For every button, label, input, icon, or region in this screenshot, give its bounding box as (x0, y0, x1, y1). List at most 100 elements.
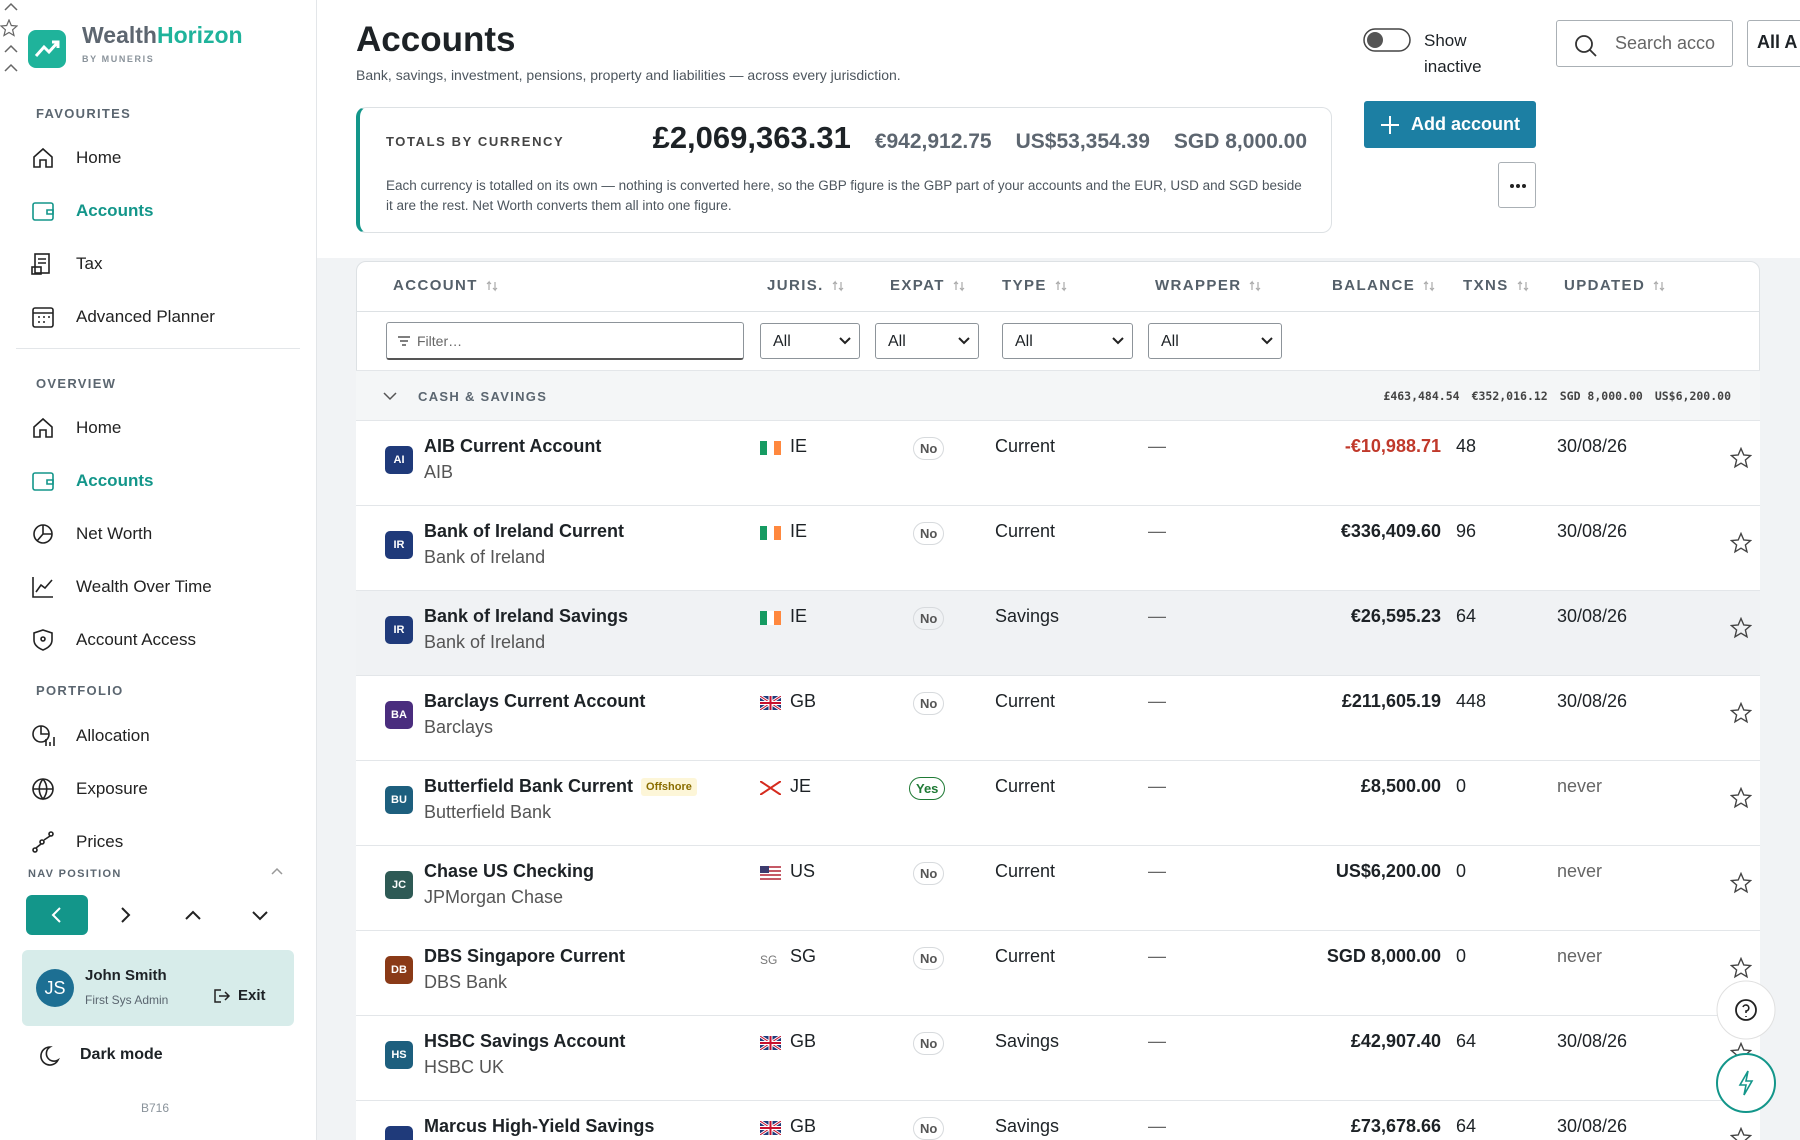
account-row[interactable]: AI AIB Current Account AIB IE No Current — -€10… (356, 420, 1760, 505)
account-row[interactable]: Marcus High-Yield Savings GB No Savings — £73… (356, 1100, 1760, 1140)
collapse[interactable] (270, 866, 284, 876)
column-header[interactable]: WRAPPER (1155, 277, 1262, 294)
toggle[interactable] (1363, 28, 1413, 54)
exit[interactable]: Exit (238, 987, 266, 1004)
txns: 48 (1456, 436, 1477, 456)
icon-part (383, 392, 397, 401)
institution: DBS Bank (424, 972, 508, 992)
nav-item[interactable]: Allocation (30, 714, 290, 758)
nav-item[interactable]: Account Access (30, 618, 290, 662)
star-toggle[interactable] (1729, 446, 1753, 474)
balance: -€10,988.71 (1344, 436, 1441, 456)
filter-select[interactable]: All (875, 323, 979, 359)
icon-part (4, 2, 18, 11)
nav-arrows[interactable] (110, 895, 350, 935)
icon-part (4, 63, 18, 72)
account-row[interactable]: IR Bank of Ireland Current Bank of Ireland… (356, 505, 1760, 590)
filter-select[interactable]: All (1002, 323, 1133, 359)
nav-item[interactable]: Net Worth (30, 512, 290, 556)
jurisdiction: GB (790, 1116, 817, 1136)
icon (32, 472, 54, 491)
icon-part (759, 780, 782, 796)
nav-item[interactable]: Accounts (30, 459, 290, 503)
column-header[interactable]: UPDATED (1564, 277, 1666, 294)
build: B716 (141, 1101, 170, 1115)
filter-select[interactable]: All (760, 323, 860, 359)
column-header[interactable]: TXNS (1463, 277, 1530, 294)
column-header[interactable]: TYPE (1002, 277, 1068, 294)
account-type: Current (995, 521, 1056, 541)
account-name-wrap: Bank of Ireland Savings (424, 606, 628, 627)
filter-value: All (1161, 333, 1179, 350)
filter-input[interactable]: Filter… (386, 322, 744, 360)
star-toggle[interactable] (1729, 786, 1753, 814)
wrapper: — (1148, 1031, 1166, 1051)
filter-value: All (773, 333, 791, 350)
account-name-wrap: Bank of Ireland Current (424, 521, 624, 542)
icon-part (1729, 531, 1753, 554)
star-toggle[interactable] (1729, 701, 1753, 729)
search[interactable]: Search acco (1556, 20, 1733, 67)
account-row[interactable]: DB DBS Singapore Current DBS Bank SG SG No Cur… (356, 930, 1760, 1015)
group-chevron[interactable] (382, 390, 398, 402)
nav-item[interactable]: Accounts (30, 189, 290, 233)
filter-placeholder: Filter… (417, 333, 463, 349)
account-name: AIB Current Account (424, 436, 602, 456)
nav-back[interactable] (26, 895, 88, 935)
all-button[interactable]: All A (1747, 20, 1800, 67)
icon-part (40, 636, 46, 642)
star-toggle[interactable] (1729, 956, 1753, 984)
nav-label: Wealth Over Time (76, 577, 212, 596)
column-header[interactable]: BALANCE (1332, 277, 1436, 294)
icon (760, 526, 781, 540)
nav-label: Advanced Planner (76, 307, 215, 326)
nav-item[interactable]: Exposure (30, 767, 290, 811)
star-toggle[interactable] (1729, 616, 1753, 644)
nav-item[interactable]: Tax (30, 242, 290, 286)
show-inactive[interactable]: Show inactive (1424, 31, 1482, 76)
column-header[interactable]: ACCOUNT (393, 277, 499, 294)
nav-item[interactable]: Prices (30, 820, 290, 864)
account-type: Current (995, 691, 1056, 711)
section-title: PORTFOLIO (36, 683, 124, 698)
icon-part (1589, 49, 1597, 57)
nav-item[interactable]: Home (30, 406, 290, 450)
txns: 96 (1456, 521, 1477, 541)
add-account[interactable]: Add account (1364, 101, 1536, 148)
flag (759, 694, 782, 715)
account-row[interactable]: BU Butterfield Bank Current Offshore Butter… (356, 760, 1760, 845)
nav-item[interactable]: Home (30, 136, 290, 180)
icon (1250, 280, 1261, 291)
account-row[interactable]: BA Barclays Current Account Barclays GB No Cu… (356, 675, 1760, 760)
account-type: Current (995, 776, 1056, 796)
nav-item[interactable]: Wealth Over Time (30, 565, 290, 609)
more[interactable] (1498, 162, 1536, 208)
column-header[interactable]: JURIS. (767, 277, 845, 294)
icon-part (34, 253, 50, 274)
icon-part (760, 866, 781, 880)
icon-part (760, 1121, 781, 1135)
icon-part (774, 441, 781, 455)
account-row[interactable]: IR Bank of Ireland Savings Bank of Ireland… (356, 590, 1760, 675)
account-row[interactable]: HS HSBC Savings Account HSBC UK GB No Savings… (356, 1015, 1760, 1100)
star-toggle[interactable] (1729, 871, 1753, 899)
user-role: First Sys Admin (85, 993, 169, 1007)
totals-note: Each currency is totalled on its own — n… (386, 178, 1302, 213)
filter-select[interactable]: All (1148, 323, 1282, 359)
icon-part (1735, 999, 1757, 1021)
account-row[interactable]: JC Chase US Checking JPMorgan Chase US No Cur… (356, 845, 1760, 930)
wrapper: — (1148, 946, 1166, 966)
help-button[interactable] (1715, 979, 1777, 1041)
dark-mode[interactable]: Dark mode (80, 1046, 163, 1063)
icon (1261, 337, 1273, 345)
nav-position-label: NAV POSITION (28, 868, 122, 880)
sidebar: WealthHorizon BY MUNERIS NAV POSITION JS… (0, 0, 317, 1140)
column-label: BALANCE (1332, 277, 1416, 294)
nav-item[interactable]: Advanced Planner (30, 295, 290, 339)
star-toggle[interactable] (1729, 531, 1753, 559)
balance: US$6,200.00 (1335, 861, 1441, 881)
column-header[interactable]: EXPAT (890, 277, 966, 294)
quick-action[interactable] (1714, 1051, 1778, 1115)
star-toggle[interactable] (1729, 1126, 1753, 1140)
